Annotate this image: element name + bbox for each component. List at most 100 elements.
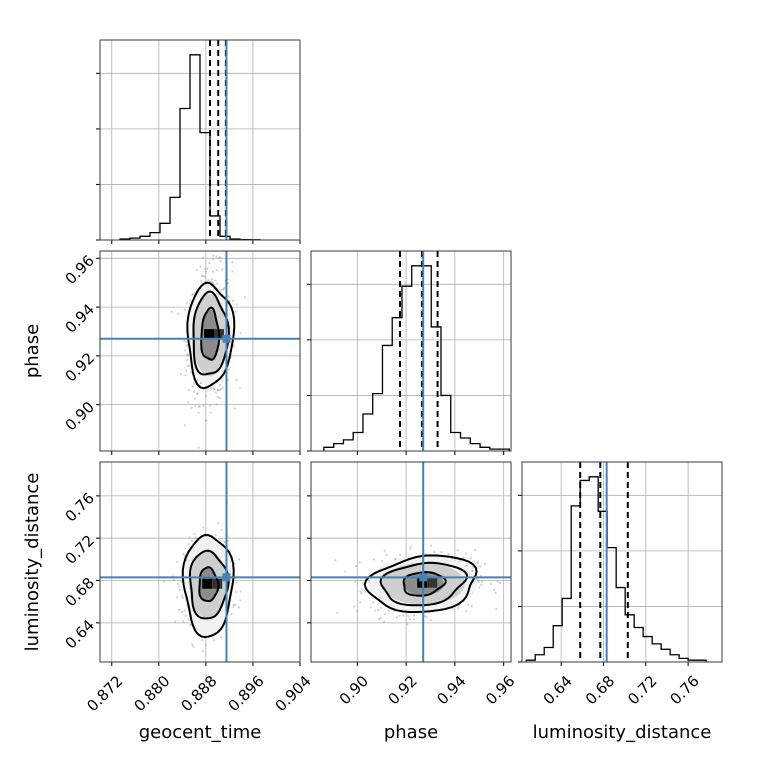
scatter-point	[358, 561, 361, 564]
scatter-point	[231, 261, 234, 264]
scatter-point	[361, 588, 364, 591]
scatter-point	[471, 566, 474, 569]
scatter-point	[203, 275, 206, 278]
scatter-point	[180, 610, 183, 614]
scatter-point	[344, 570, 347, 573]
scatter-point	[191, 293, 195, 296]
scatter-point	[206, 267, 209, 270]
scatter-point	[205, 395, 208, 398]
scatter-point	[188, 536, 191, 539]
scatter-point	[183, 424, 187, 427]
scatter-point	[478, 586, 481, 589]
scatter-point	[207, 279, 210, 282]
scatter-point	[457, 606, 460, 610]
hist-panel-geocent_time	[96, 39, 301, 244]
scatter-point	[211, 270, 214, 273]
scatter-point	[194, 404, 197, 408]
scatter-point	[189, 300, 192, 303]
scatter-point	[215, 269, 218, 272]
scatter-point	[197, 405, 200, 408]
scatter-point	[363, 590, 366, 593]
scatter-point	[429, 544, 433, 547]
scatter-point	[209, 404, 212, 407]
scatter-point	[239, 599, 242, 602]
scatter-point	[187, 400, 190, 404]
scatter-point	[424, 552, 427, 556]
scatter-point	[193, 382, 196, 385]
scatter-point	[173, 620, 177, 623]
scatter-point	[178, 608, 181, 611]
scatter-point	[372, 601, 375, 604]
scatter-point	[362, 582, 365, 585]
scatter-point	[186, 364, 189, 367]
scatter-point	[201, 256, 205, 259]
scatter-point	[192, 645, 195, 648]
scatter-point	[223, 540, 226, 544]
scatter-point	[184, 369, 188, 372]
scatter-point	[200, 275, 203, 278]
scatter-point	[424, 614, 427, 618]
scatter-point	[499, 582, 502, 585]
scatter-point	[477, 581, 480, 584]
scatter-point	[457, 604, 461, 608]
scatter-point	[194, 536, 197, 539]
scatter-point	[378, 618, 381, 621]
frame-hist-phase	[310, 250, 512, 452]
scatter-point	[204, 270, 207, 273]
scatter-point	[408, 618, 411, 621]
scatter-point	[202, 526, 205, 529]
panels	[96, 39, 723, 666]
density-peak-0	[204, 329, 214, 340]
scatter-point	[462, 556, 465, 559]
scatter-point	[218, 397, 222, 400]
scatter-point	[215, 255, 218, 258]
scatter-point	[396, 616, 399, 619]
scatter-point	[476, 562, 479, 565]
scatter-point	[490, 582, 493, 586]
scatter-point	[187, 389, 191, 392]
scatter-point	[210, 277, 213, 280]
scatter-point	[211, 281, 214, 284]
scatter-point	[191, 293, 194, 296]
scatter-point	[433, 550, 436, 554]
ylabel-phase: phase	[22, 324, 43, 378]
scatter-point	[180, 594, 184, 597]
density-peak-b-1	[212, 578, 223, 589]
scatter-point	[456, 549, 459, 552]
scatter-point	[196, 379, 199, 382]
scatter-point	[217, 522, 220, 525]
scatter-point	[243, 296, 246, 299]
scatter-point	[183, 554, 186, 557]
hist-panel-luminosity_distance	[518, 461, 723, 666]
scatter-point	[406, 623, 409, 626]
scatter-point	[473, 560, 476, 563]
scatter-point	[239, 590, 242, 593]
panel-phase-vs-luminosity_distance	[307, 461, 512, 666]
scatter-point	[181, 620, 185, 623]
scatter-point	[398, 614, 401, 618]
scatter-point	[193, 390, 196, 393]
scatter-point	[201, 650, 204, 653]
scatter-point	[181, 596, 184, 599]
scatter-point	[474, 548, 477, 552]
scatter-point	[184, 349, 187, 352]
frame-hist-luminosity_distance	[521, 461, 723, 663]
contour-0-0	[200, 306, 221, 361]
truth-marker-0	[222, 334, 231, 343]
scatter-point	[190, 406, 193, 409]
scatter-point	[356, 610, 359, 613]
scatter-point	[213, 639, 216, 642]
scatter-point	[208, 261, 211, 265]
scatter-point	[197, 446, 200, 449]
scatter-point	[379, 616, 382, 620]
scatter-point	[409, 545, 412, 548]
histogram-phase	[323, 265, 510, 451]
scatter-point	[200, 280, 203, 283]
scatter-point	[217, 257, 220, 260]
scatter-point	[216, 282, 219, 285]
hist-panel-phase	[307, 250, 512, 455]
scatter-point	[220, 528, 223, 531]
frame-2d-1	[99, 461, 301, 663]
scatter-point	[211, 636, 214, 639]
scatter-point	[480, 580, 483, 583]
